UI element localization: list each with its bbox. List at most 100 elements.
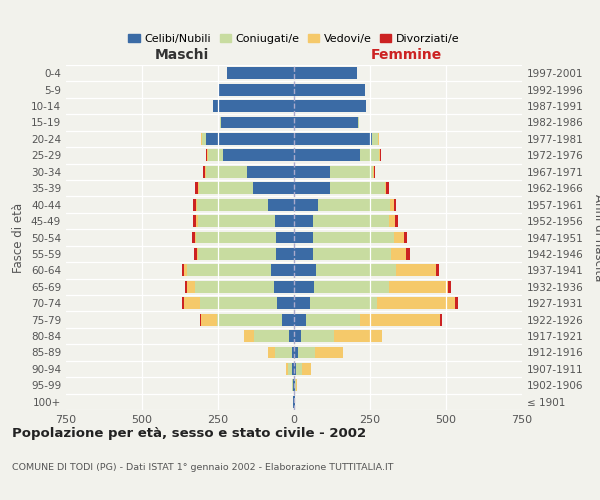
Bar bbox=[201, 314, 217, 326]
Bar bbox=[206, 150, 207, 162]
Bar bbox=[247, 166, 294, 177]
Bar bbox=[244, 330, 254, 342]
Bar bbox=[436, 264, 439, 276]
Bar bbox=[197, 248, 198, 260]
Bar bbox=[455, 298, 458, 309]
Bar bbox=[294, 298, 310, 309]
Bar bbox=[378, 133, 379, 145]
Bar bbox=[395, 215, 398, 227]
Bar bbox=[253, 182, 294, 194]
Bar bbox=[330, 182, 385, 194]
Bar bbox=[294, 396, 295, 407]
Bar bbox=[315, 346, 343, 358]
Bar bbox=[205, 166, 206, 177]
Bar bbox=[313, 215, 389, 227]
Bar bbox=[200, 298, 277, 309]
Bar bbox=[294, 215, 313, 227]
Bar bbox=[294, 346, 298, 358]
Bar bbox=[277, 248, 294, 260]
Bar bbox=[298, 346, 315, 358]
Bar bbox=[185, 281, 187, 292]
Bar bbox=[294, 182, 330, 194]
Bar bbox=[200, 314, 201, 326]
Bar bbox=[274, 281, 294, 292]
Bar bbox=[374, 166, 376, 177]
Bar bbox=[379, 150, 380, 162]
Bar bbox=[360, 314, 440, 326]
Bar bbox=[187, 281, 195, 292]
Bar bbox=[386, 182, 389, 194]
Bar bbox=[294, 314, 305, 326]
Bar bbox=[194, 248, 197, 260]
Bar bbox=[391, 248, 406, 260]
Bar bbox=[199, 182, 253, 194]
Bar bbox=[292, 363, 294, 375]
Bar bbox=[294, 281, 314, 292]
Bar bbox=[334, 330, 382, 342]
Bar bbox=[294, 84, 365, 96]
Bar bbox=[301, 330, 334, 342]
Bar bbox=[294, 133, 373, 145]
Bar bbox=[196, 215, 197, 227]
Bar bbox=[208, 150, 223, 162]
Bar bbox=[182, 298, 184, 309]
Bar bbox=[313, 232, 394, 243]
Bar bbox=[196, 198, 197, 210]
Bar bbox=[206, 133, 294, 145]
Text: Femmine: Femmine bbox=[371, 48, 442, 62]
Bar bbox=[197, 198, 268, 210]
Bar bbox=[227, 68, 294, 79]
Bar bbox=[214, 100, 294, 112]
Bar bbox=[440, 314, 442, 326]
Bar bbox=[254, 330, 289, 342]
Bar bbox=[294, 330, 301, 342]
Bar bbox=[220, 116, 221, 128]
Bar bbox=[187, 264, 271, 276]
Bar bbox=[218, 84, 294, 96]
Bar bbox=[294, 363, 296, 375]
Bar bbox=[206, 166, 247, 177]
Bar bbox=[294, 100, 367, 112]
Bar bbox=[294, 248, 313, 260]
Bar bbox=[207, 150, 208, 162]
Bar bbox=[268, 198, 294, 210]
Bar bbox=[217, 314, 283, 326]
Bar bbox=[294, 166, 330, 177]
Text: Maschi: Maschi bbox=[154, 48, 209, 62]
Bar bbox=[294, 68, 357, 79]
Bar bbox=[316, 264, 395, 276]
Bar bbox=[302, 363, 311, 375]
Y-axis label: Anni di nascita: Anni di nascita bbox=[592, 194, 600, 281]
Bar bbox=[294, 116, 358, 128]
Text: Popolazione per età, sesso e stato civile - 2002: Popolazione per età, sesso e stato civil… bbox=[12, 428, 366, 440]
Bar bbox=[275, 215, 294, 227]
Bar bbox=[202, 133, 206, 145]
Bar bbox=[389, 281, 448, 292]
Bar bbox=[286, 363, 288, 375]
Bar bbox=[310, 298, 377, 309]
Bar bbox=[305, 314, 360, 326]
Bar bbox=[294, 264, 316, 276]
Legend: Celibi/Nubili, Coniugati/e, Vedovi/e, Divorziati/e: Celibi/Nubili, Coniugati/e, Vedovi/e, Di… bbox=[124, 29, 464, 48]
Bar bbox=[292, 380, 293, 392]
Bar bbox=[275, 346, 292, 358]
Bar bbox=[193, 198, 196, 210]
Bar bbox=[295, 380, 296, 392]
Bar bbox=[288, 363, 292, 375]
Bar bbox=[294, 150, 360, 162]
Bar bbox=[296, 363, 302, 375]
Bar bbox=[377, 298, 455, 309]
Bar bbox=[195, 281, 274, 292]
Bar bbox=[294, 380, 295, 392]
Bar bbox=[395, 264, 436, 276]
Bar bbox=[404, 232, 407, 243]
Bar bbox=[313, 248, 391, 260]
Bar bbox=[194, 232, 196, 243]
Bar bbox=[191, 232, 194, 243]
Bar bbox=[268, 346, 275, 358]
Bar bbox=[289, 330, 294, 342]
Bar bbox=[201, 133, 202, 145]
Bar bbox=[294, 198, 318, 210]
Bar bbox=[184, 298, 200, 309]
Bar bbox=[448, 281, 451, 292]
